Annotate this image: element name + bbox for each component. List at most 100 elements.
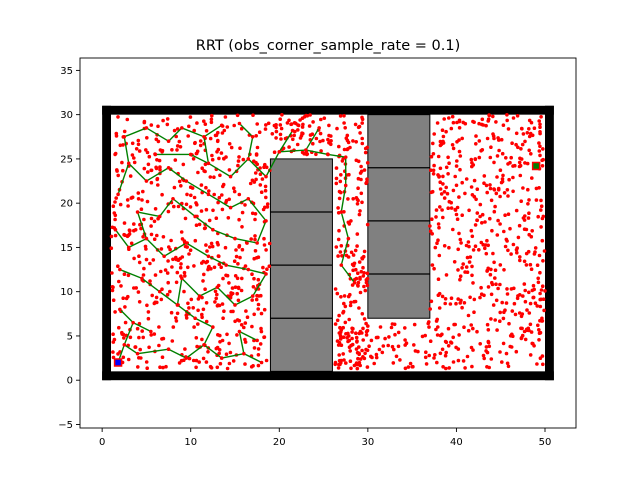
sample-point [319, 117, 323, 122]
sample-point [446, 155, 450, 160]
sample-point [237, 217, 241, 222]
sample-point [516, 235, 521, 240]
tree-node [193, 214, 197, 219]
sample-point [541, 259, 545, 263]
sample-point [179, 184, 183, 188]
sample-point [237, 243, 242, 248]
sample-point [525, 161, 530, 166]
sample-point [186, 265, 190, 270]
sample-point [310, 132, 315, 136]
sample-point [523, 139, 527, 144]
sample-point [442, 117, 447, 121]
sample-point [158, 165, 162, 169]
tree-edge [208, 255, 227, 266]
sample-point [348, 359, 353, 364]
sample-point [254, 134, 258, 138]
sample-point [478, 214, 482, 219]
sample-point [520, 326, 524, 331]
sample-point [445, 191, 450, 196]
sample-point [147, 345, 151, 350]
sample-point [196, 308, 200, 313]
sample-point [448, 302, 453, 306]
sample-point [152, 332, 157, 336]
sample-point [201, 279, 205, 283]
sample-point [216, 254, 221, 258]
sample-point [449, 126, 454, 131]
sample-point [187, 124, 191, 129]
sample-point [339, 190, 343, 195]
sample-point [534, 198, 539, 202]
sample-point [356, 159, 361, 164]
sample-point [403, 366, 408, 371]
sample-point [337, 358, 342, 363]
sample-point [469, 345, 474, 350]
sample-point [539, 198, 543, 203]
sample-point [491, 134, 496, 138]
sample-point [361, 274, 366, 278]
tree-node [215, 285, 220, 290]
sample-point [353, 122, 358, 127]
sample-point [356, 356, 360, 361]
sample-point [130, 153, 135, 157]
sample-point [500, 179, 505, 184]
sample-point [355, 232, 360, 236]
sample-point [302, 152, 307, 156]
sample-point [430, 217, 434, 221]
sample-point [208, 136, 213, 141]
sample-point [109, 246, 114, 250]
sample-point [191, 306, 195, 310]
sample-point [521, 216, 526, 220]
sample-point [262, 335, 266, 340]
sample-point [462, 325, 466, 330]
sample-point [531, 283, 536, 288]
sample-point [111, 332, 115, 337]
tree-node [343, 155, 348, 159]
sample-point [433, 245, 438, 250]
sample-point [348, 349, 353, 353]
sample-point [432, 163, 436, 168]
sample-point [347, 345, 352, 350]
sample-point [494, 191, 499, 196]
sample-point [537, 186, 541, 190]
sample-point [112, 211, 117, 215]
sample-point [505, 188, 510, 192]
sample-point [137, 149, 142, 153]
sample-point [442, 244, 447, 248]
sample-point [521, 132, 526, 136]
sample-point [264, 123, 268, 127]
sample-point [111, 350, 115, 354]
tree-node [237, 329, 242, 334]
sample-point [506, 162, 510, 166]
tree-node [304, 148, 308, 152]
y-tick-label: 25 [60, 154, 73, 165]
sample-point [266, 121, 271, 126]
sample-point [486, 339, 491, 344]
sample-point [318, 139, 322, 144]
tree-node [290, 128, 295, 133]
sample-point [482, 181, 486, 185]
sample-point [113, 310, 117, 314]
sample-point [213, 300, 217, 304]
sample-point [491, 251, 495, 256]
sample-point [194, 201, 198, 205]
sample-point [285, 121, 290, 125]
tree-node [197, 294, 202, 298]
sample-point [229, 293, 233, 297]
sample-point [360, 136, 365, 141]
sample-point [142, 217, 146, 222]
sample-point [539, 288, 544, 292]
tree-node [126, 161, 131, 166]
sample-point [227, 281, 231, 285]
tree-edge [340, 185, 347, 213]
sample-point [194, 223, 199, 227]
sample-point [392, 347, 396, 352]
sample-point [326, 137, 330, 142]
sample-point [440, 128, 445, 132]
sample-point [215, 292, 219, 297]
sample-point [136, 191, 141, 195]
sample-point [541, 157, 545, 162]
sample-point [512, 301, 517, 306]
sample-point [477, 248, 481, 252]
sample-point [234, 254, 239, 259]
sample-point [256, 347, 261, 351]
